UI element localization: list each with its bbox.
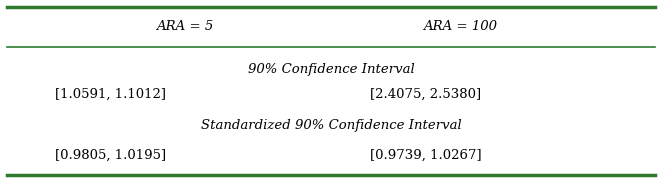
Text: [1.0591, 1.1012]: [1.0591, 1.1012]: [55, 88, 166, 100]
Text: ARA = 5: ARA = 5: [156, 21, 214, 33]
Text: ARA = 100: ARA = 100: [423, 21, 497, 33]
Text: [0.9805, 1.0195]: [0.9805, 1.0195]: [55, 149, 166, 161]
Text: [0.9739, 1.0267]: [0.9739, 1.0267]: [370, 149, 482, 161]
Text: Standardized 90% Confidence Interval: Standardized 90% Confidence Interval: [201, 118, 461, 132]
Text: [2.4075, 2.5380]: [2.4075, 2.5380]: [370, 88, 481, 100]
Text: 90% Confidence Interval: 90% Confidence Interval: [248, 62, 414, 76]
